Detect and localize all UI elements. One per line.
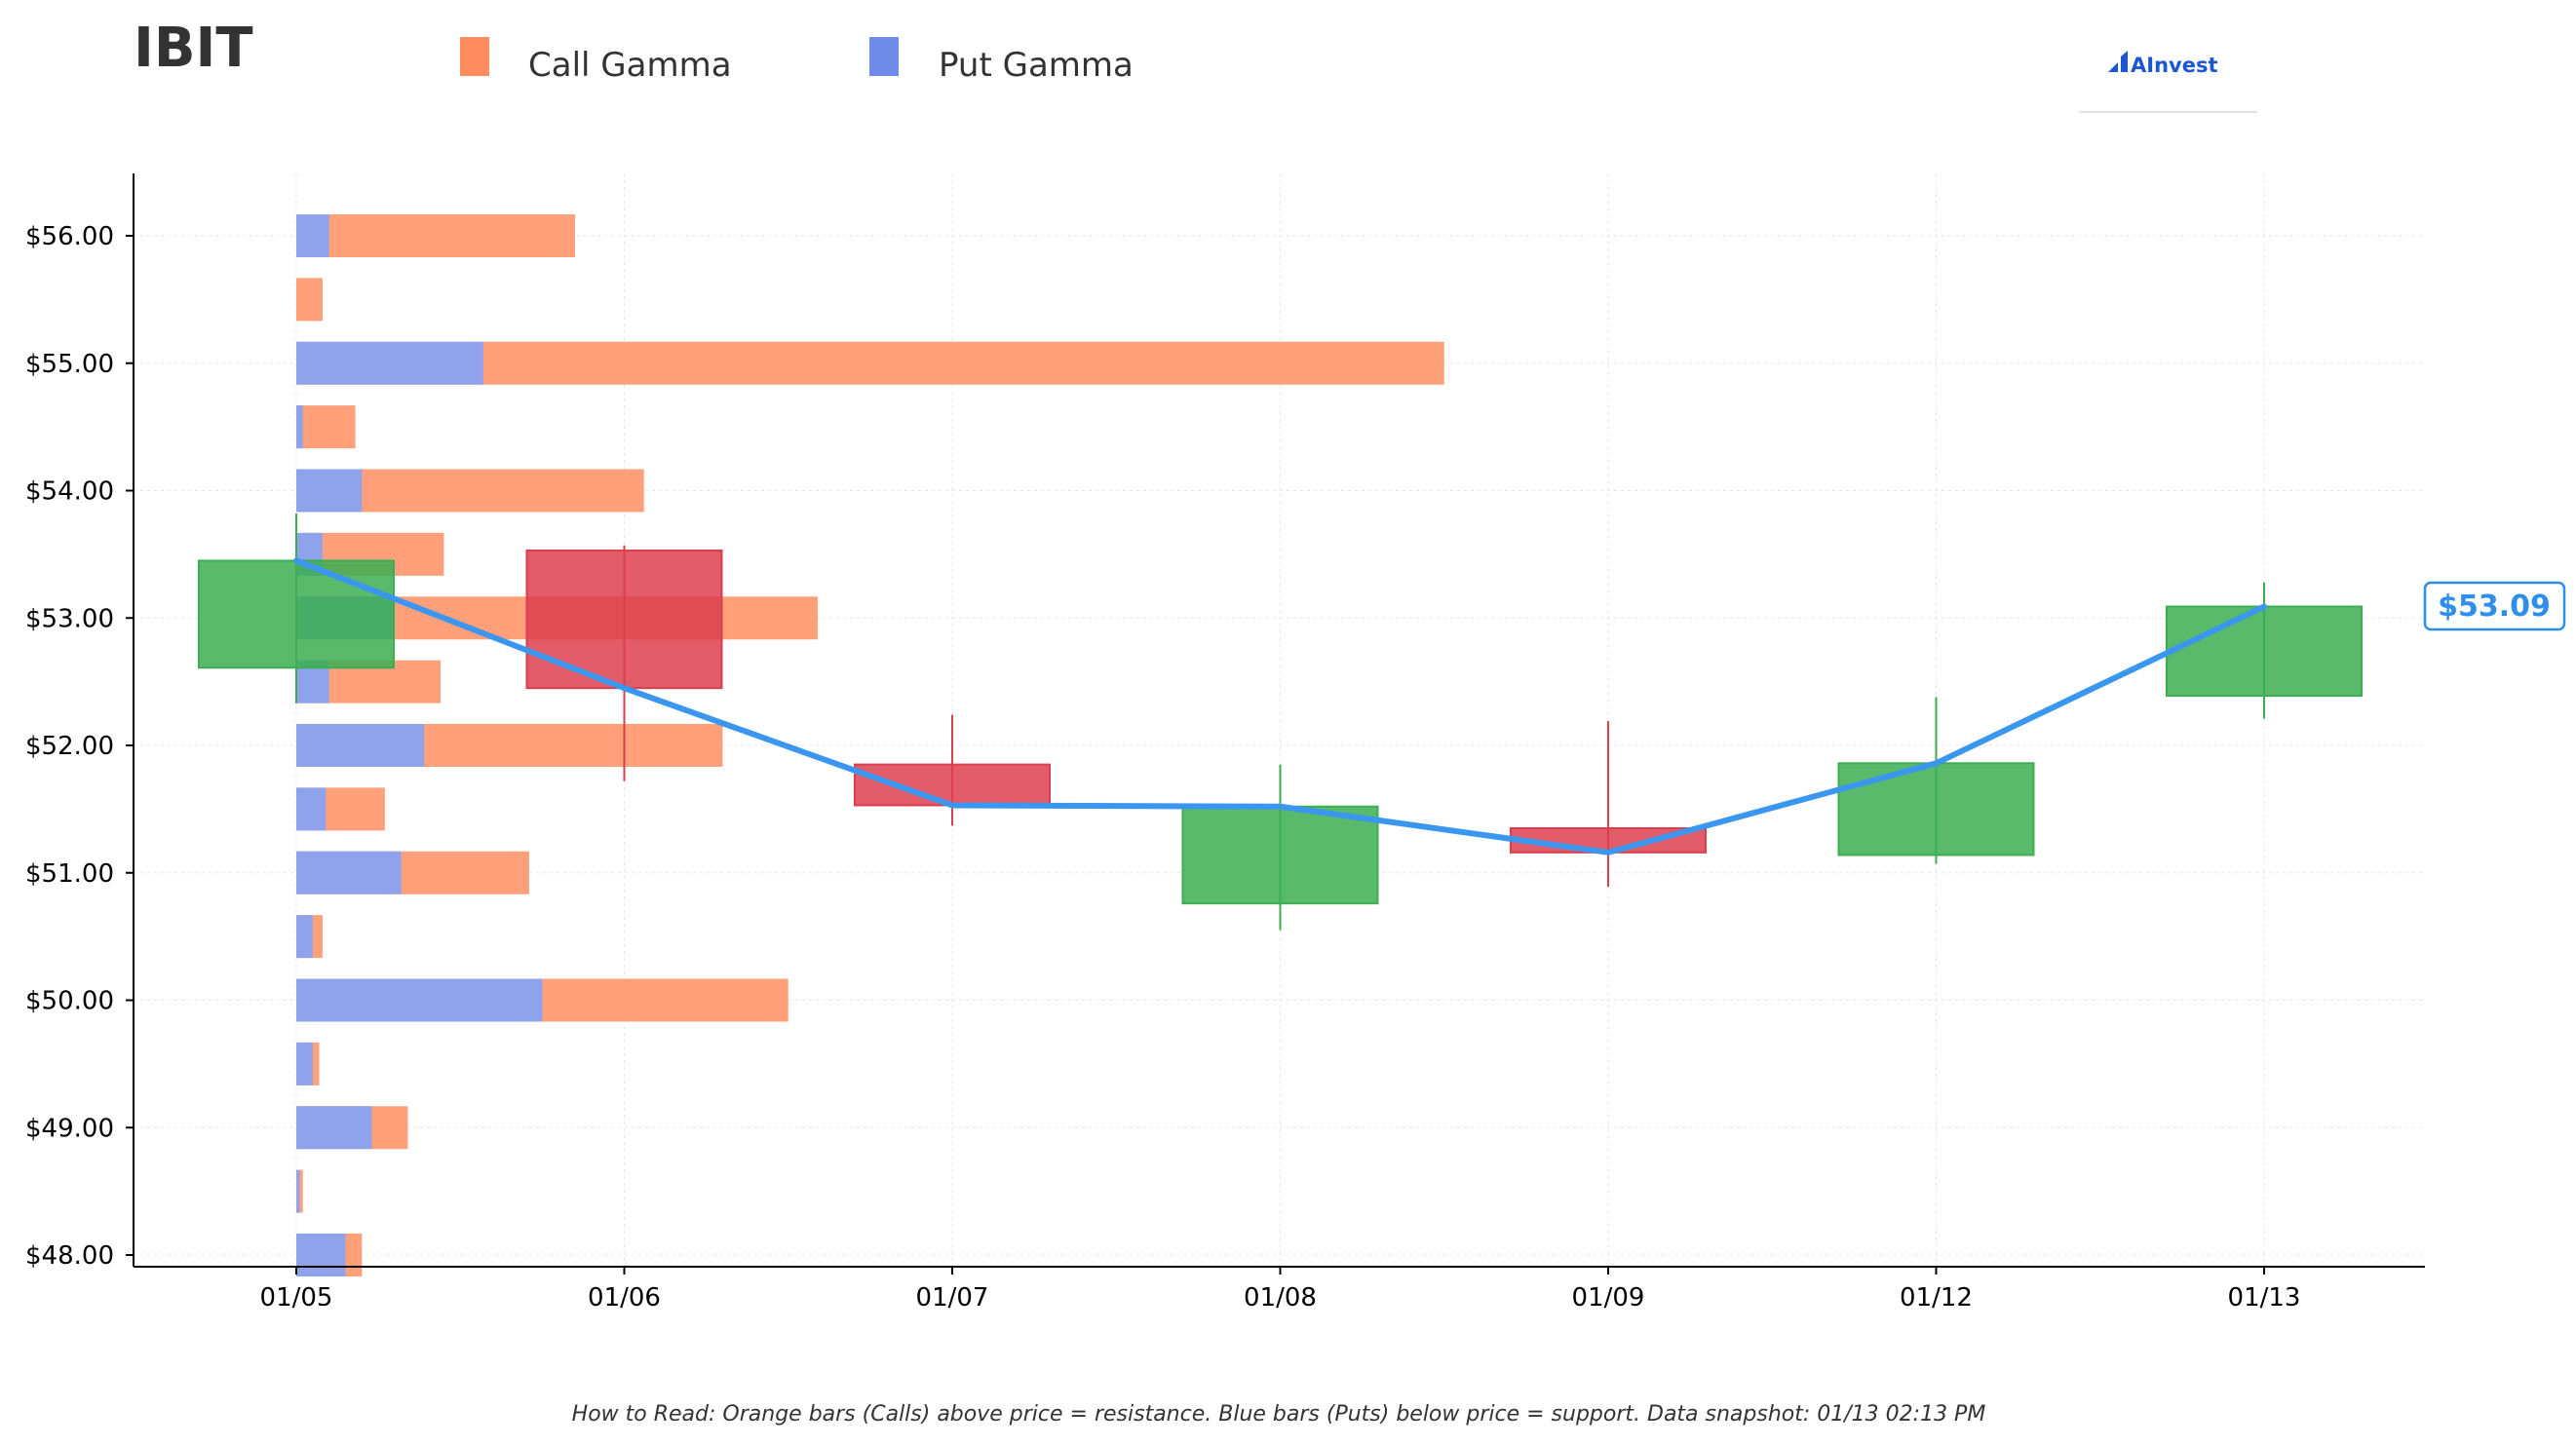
y-tick-label: $50.00 bbox=[25, 987, 114, 1016]
put-gamma-bar bbox=[296, 1169, 300, 1213]
x-tick-label: 01/05 bbox=[260, 1283, 333, 1313]
candle-body bbox=[1181, 805, 1379, 905]
put-gamma-bar bbox=[296, 1042, 313, 1085]
put-gamma-bar bbox=[296, 787, 327, 831]
put-gamma-bar bbox=[296, 915, 313, 959]
candle-body bbox=[1837, 762, 2035, 856]
put-gamma-bar bbox=[296, 1106, 372, 1150]
candle-body bbox=[525, 549, 723, 690]
y-tick-label: $49.00 bbox=[25, 1114, 114, 1143]
put-gamma-bar bbox=[296, 469, 363, 513]
put-gamma-bar bbox=[296, 851, 402, 894]
legend: Call Gamma Put Gamma bbox=[460, 37, 1134, 85]
legend-label-put: Put Gamma bbox=[939, 46, 1134, 85]
candle-body bbox=[854, 763, 1051, 807]
logo: AInvest bbox=[2079, 51, 2257, 113]
x-tick-label: 01/13 bbox=[2228, 1283, 2301, 1313]
legend-swatch-put bbox=[869, 37, 899, 76]
put-gamma-bar bbox=[296, 724, 425, 767]
logo-icon bbox=[2108, 51, 2128, 72]
price-tag: $53.09 bbox=[2423, 581, 2566, 631]
y-tick-label: $54.00 bbox=[25, 477, 114, 507]
put-gamma-bar bbox=[296, 405, 303, 449]
price-tag-label: $53.09 bbox=[2438, 590, 2551, 624]
x-tick-label: 01/07 bbox=[916, 1283, 989, 1313]
x-tick-label: 01/09 bbox=[1572, 1283, 1645, 1313]
chart-title: IBIT bbox=[134, 17, 253, 80]
candle-body bbox=[198, 559, 395, 669]
call-gamma-bar bbox=[296, 341, 1444, 385]
x-tick-label: 01/08 bbox=[1244, 1283, 1317, 1313]
call-gamma-bar bbox=[296, 405, 356, 449]
close-line bbox=[293, 557, 2267, 856]
y-tick-label: $56.00 bbox=[25, 222, 114, 251]
legend-label-call: Call Gamma bbox=[528, 46, 732, 85]
y-tick-label: $51.00 bbox=[25, 859, 114, 889]
x-tick-label: 01/12 bbox=[1900, 1283, 1973, 1313]
close-price-line bbox=[293, 557, 2267, 856]
gamma-bars bbox=[296, 214, 1444, 1276]
x-tick-label: 01/06 bbox=[588, 1283, 661, 1313]
price-tag-box bbox=[2423, 581, 2566, 631]
grid bbox=[134, 173, 2425, 1267]
put-gamma-bar bbox=[296, 341, 483, 385]
call-gamma-bar bbox=[296, 278, 323, 322]
y-tick-label: $55.00 bbox=[25, 350, 114, 379]
legend-swatch-call bbox=[460, 37, 489, 76]
y-tick-label: $52.00 bbox=[25, 732, 114, 761]
y-tick-label: $53.00 bbox=[25, 604, 114, 633]
candle-body bbox=[2166, 605, 2363, 698]
logo-text: AInvest bbox=[2131, 54, 2218, 77]
put-gamma-bar bbox=[296, 1234, 346, 1276]
put-gamma-bar bbox=[296, 214, 329, 257]
y-tick-label: $48.00 bbox=[25, 1241, 114, 1271]
axes: $48.00 $49.00 $50.00 $51.00 $52.00 $53.00 $54.… bbox=[25, 173, 2425, 1313]
call-gamma-bar bbox=[296, 214, 576, 257]
put-gamma-bar bbox=[296, 978, 543, 1022]
footer-note: How to Read: Orange bars (Calls) above p… bbox=[572, 1402, 1986, 1427]
